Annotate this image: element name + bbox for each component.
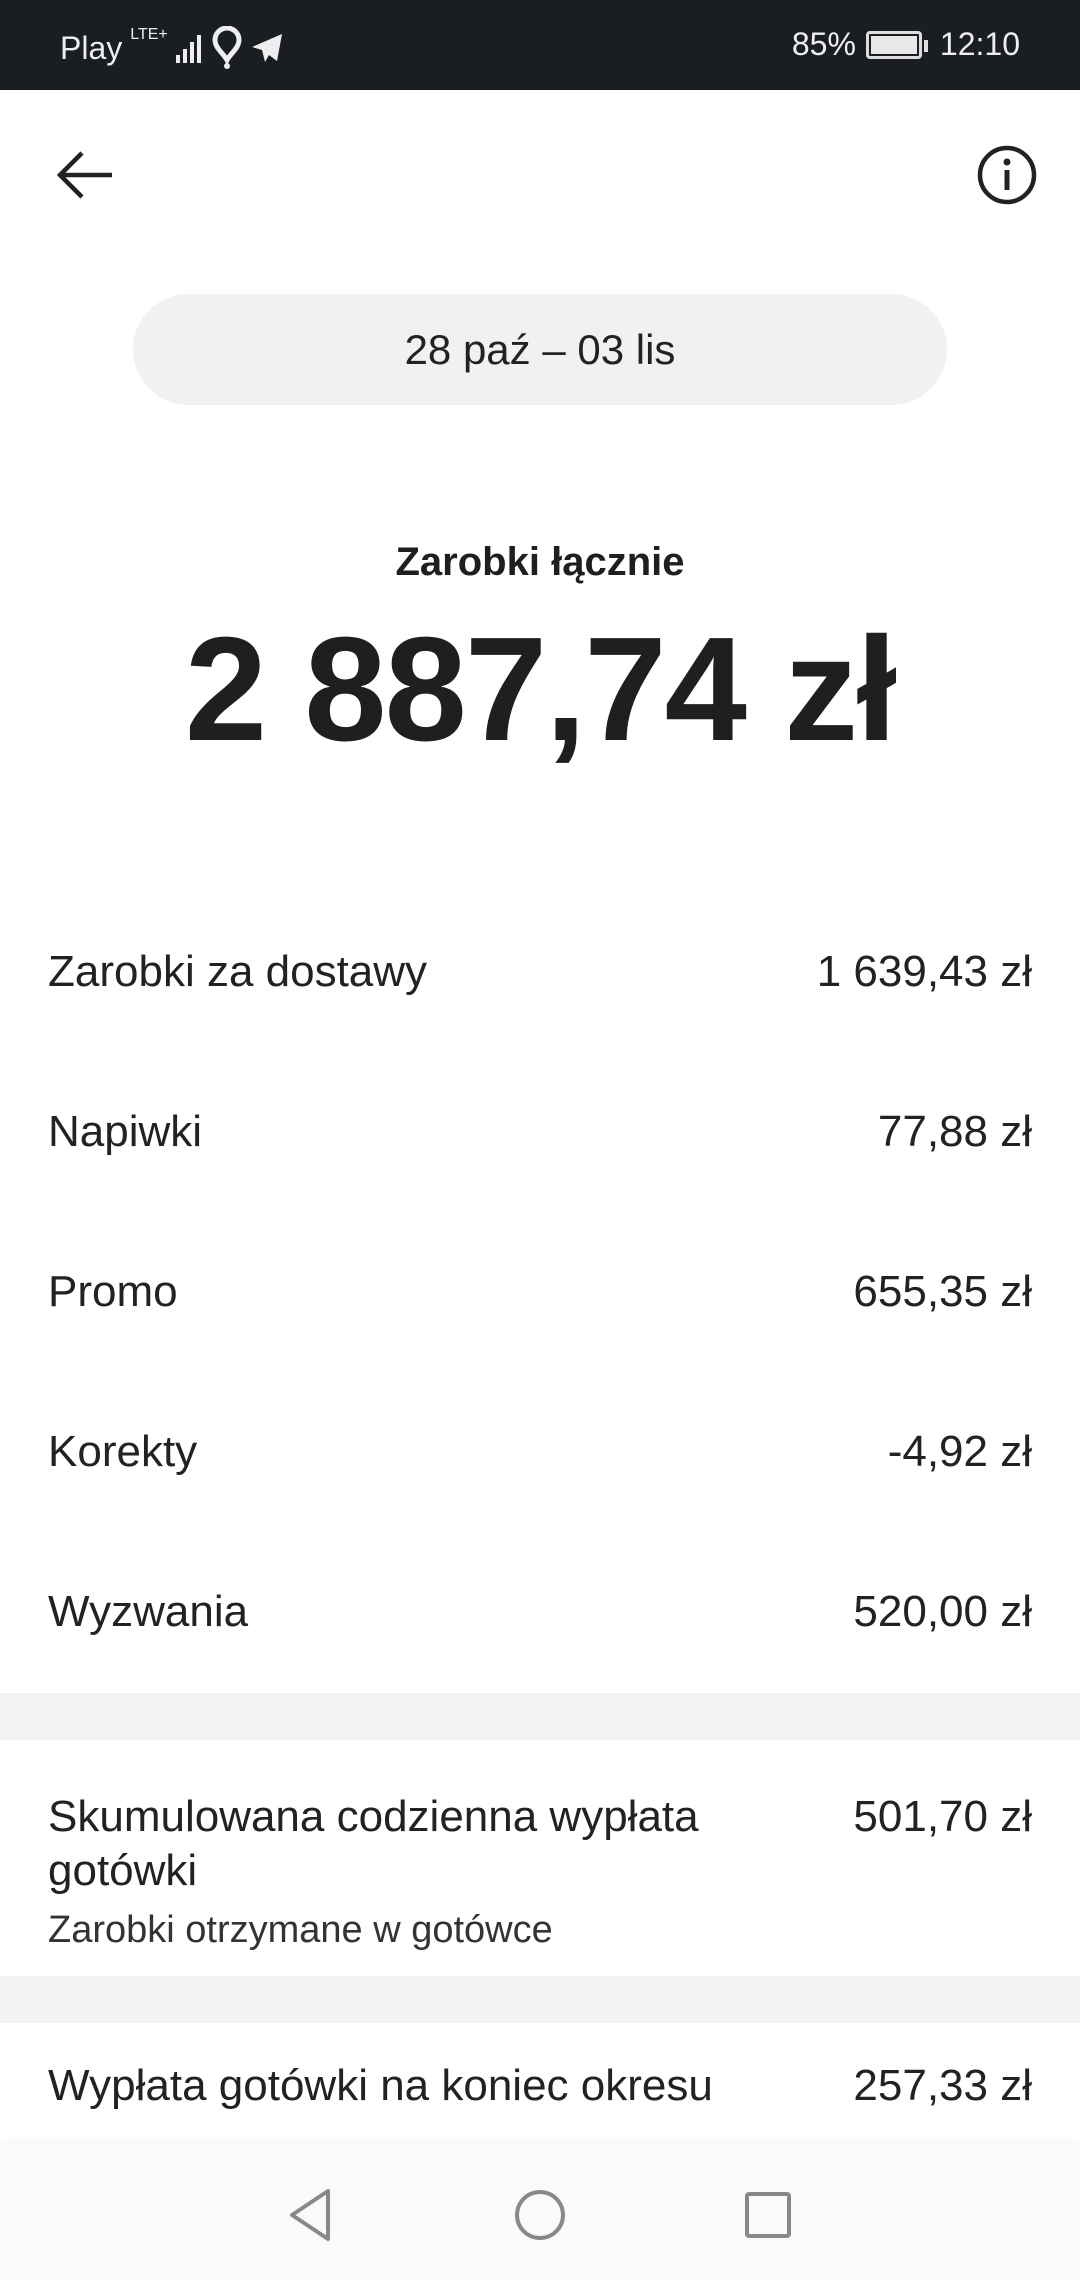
breakdown-row: Korekty -4,92 zł bbox=[48, 1422, 1032, 1482]
signal-icon bbox=[175, 35, 201, 63]
network-type: LTE+ bbox=[130, 26, 168, 43]
row-label: Wyzwania bbox=[48, 1587, 249, 1636]
cash-end-row: Wypłata gotówki na koniec okresu 257,33 … bbox=[48, 2059, 1032, 2113]
location-icon bbox=[212, 26, 242, 69]
breakdown-row: Promo 655,35 zł bbox=[48, 1262, 1032, 1322]
battery-percent: 85% bbox=[791, 26, 856, 62]
breakdown-row: Zarobki za dostawy 1 639,43 zł bbox=[48, 942, 1032, 1002]
period-label: 28 paź – 03 lis bbox=[404, 325, 676, 373]
cash-sections: Skumulowana codzienna wypłata gotówki 50… bbox=[0, 1693, 1080, 2113]
nav-home-icon[interactable] bbox=[514, 2189, 566, 2241]
clock: 12:10 bbox=[939, 26, 1020, 62]
battery-icon bbox=[865, 30, 928, 59]
row-value: -4,92 zł bbox=[887, 1427, 1032, 1476]
period-selector[interactable]: 28 paź – 03 lis bbox=[133, 294, 947, 405]
nav-recents-icon[interactable] bbox=[744, 2191, 792, 2239]
row-value: 520,00 zł bbox=[853, 1587, 1032, 1636]
status-bar: Play LTE+ 85% 12:10 bbox=[0, 0, 1080, 90]
navigation-bar bbox=[0, 2145, 1080, 2280]
back-button[interactable] bbox=[54, 148, 116, 202]
section-divider bbox=[0, 1693, 1080, 1740]
row-label: Zarobki za dostawy bbox=[48, 947, 428, 996]
carrier: Play bbox=[60, 29, 123, 66]
total-value: 2 887,74 zł bbox=[184, 607, 897, 772]
cash-daily-value: 501,70 zł bbox=[853, 1792, 1032, 1841]
info-button[interactable] bbox=[976, 144, 1038, 206]
cash-daily-section: Skumulowana codzienna wypłata gotówki 50… bbox=[0, 1740, 1080, 1976]
telegram-icon bbox=[251, 34, 282, 62]
cash-daily-row: Skumulowana codzienna wypłata gotówki 50… bbox=[48, 1790, 1032, 1898]
cash-daily-sublabel: Zarobki otrzymane w gotówce bbox=[48, 1909, 553, 1951]
nav-back-icon[interactable] bbox=[286, 2187, 334, 2243]
cash-end-section: Wypłata gotówki na koniec okresu 257,33 … bbox=[0, 2023, 1080, 2113]
row-value: 77,88 zł bbox=[877, 1107, 1032, 1156]
row-value: 1 639,43 zł bbox=[816, 947, 1032, 996]
cash-end-value: 257,33 zł bbox=[853, 2061, 1032, 2110]
row-label: Korekty bbox=[48, 1427, 198, 1476]
row-label: Napiwki bbox=[48, 1107, 203, 1156]
cash-daily-label: Skumulowana codzienna wypłata gotówki bbox=[48, 1792, 699, 1895]
cash-end-label: Wypłata gotówki na koniec okresu bbox=[48, 2061, 713, 2110]
row-value: 655,35 zł bbox=[853, 1267, 1032, 1316]
total-label: Zarobki łącznie bbox=[395, 540, 685, 584]
breakdown-row: Wyzwania 520,00 zł bbox=[48, 1582, 1032, 1642]
row-label: Promo bbox=[48, 1267, 178, 1316]
section-divider bbox=[0, 1976, 1080, 2023]
breakdown-row: Napiwki 77,88 zł bbox=[48, 1102, 1032, 1162]
